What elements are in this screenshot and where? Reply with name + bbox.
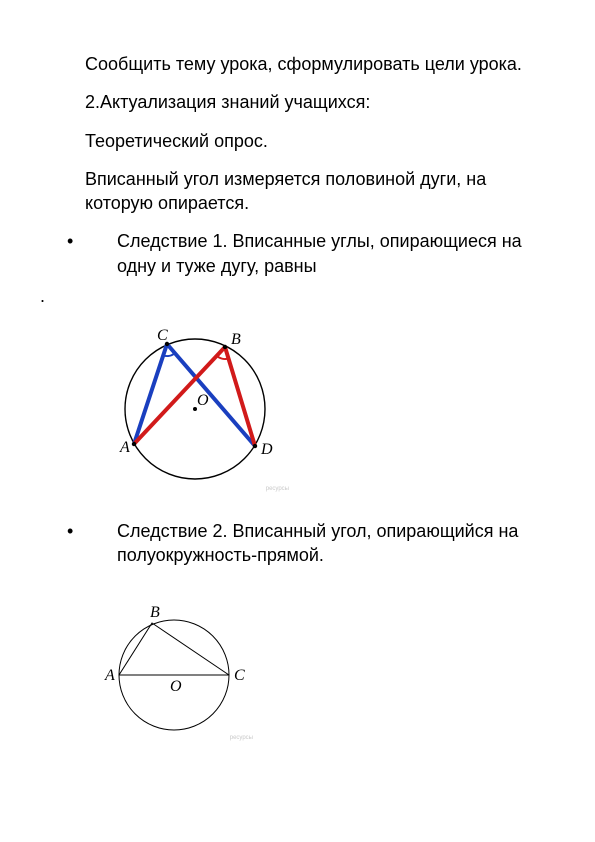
figure-1: A B C D Oресурсы [95, 314, 525, 500]
paragraph-4: Вписанный угол измеряется половиной дуги… [85, 167, 525, 216]
svg-text:A: A [119, 439, 130, 456]
paragraph-3: Теоретический опрос. [85, 129, 525, 153]
bullet-list-1: Следствие 1. Вписанные углы, опирающиеся… [85, 229, 525, 278]
bullet-item-1: Следствие 1. Вписанные углы, опирающиеся… [85, 229, 525, 278]
svg-text:O: O [197, 392, 209, 409]
figure-1-svg: A B C D Oресурсы [95, 314, 295, 494]
svg-text:B: B [231, 331, 241, 348]
document-page: Сообщить тему урока, сформулировать цели… [0, 0, 595, 842]
svg-text:O: O [170, 678, 182, 695]
svg-text:B: B [150, 604, 160, 621]
figure-2: A B C Oресурсы [89, 593, 525, 749]
figure-2-svg: A B C Oресурсы [89, 593, 259, 743]
svg-text:C: C [234, 667, 245, 684]
svg-text:ресурсы: ресурсы [230, 735, 253, 741]
bullet-item-2: Следствие 2. Вписанный угол, опирающийся… [85, 519, 525, 568]
paragraph-2: 2.Актуализация знаний учащихся: [85, 90, 525, 114]
svg-text:ресурсы: ресурсы [266, 486, 289, 492]
svg-text:C: C [157, 327, 168, 344]
svg-text:D: D [260, 441, 273, 458]
bullet-list-2: Следствие 2. Вписанный угол, опирающийся… [85, 519, 525, 568]
stray-dot: . [40, 284, 525, 308]
paragraph-1: Сообщить тему урока, сформулировать цели… [85, 52, 525, 76]
svg-text:A: A [104, 667, 115, 684]
